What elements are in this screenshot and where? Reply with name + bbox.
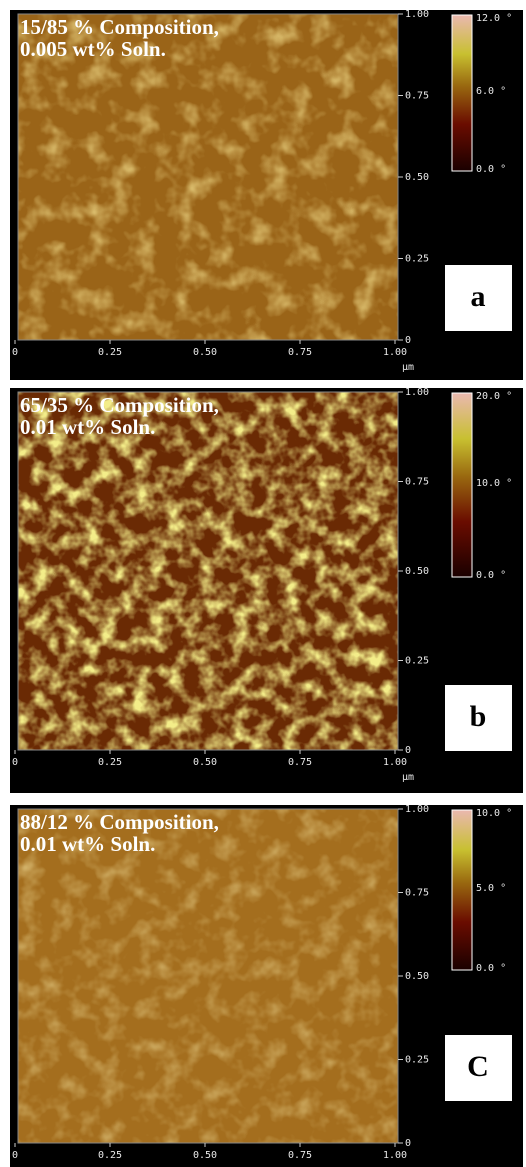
color-scale <box>452 810 472 970</box>
scale-label: 6.0 ° <box>476 86 506 97</box>
scale-label: 0.0 ° <box>476 164 506 175</box>
x-unit: µm <box>402 772 414 783</box>
y-tick-label: 0.75 <box>405 888 429 899</box>
y-tick-label: 1.00 <box>405 804 429 815</box>
x-tick-label: 0.25 <box>98 1150 122 1161</box>
y-tick-label: 0 <box>405 1138 411 1149</box>
panel-letter: b <box>470 700 487 733</box>
panel-letter: a <box>471 280 486 313</box>
scale-label: 20.0 ° <box>476 391 512 402</box>
panel-letter: C <box>467 1050 489 1083</box>
y-tick-label: 1.00 <box>405 387 429 398</box>
afm-texture <box>18 809 398 1143</box>
panel-title: 0.01 wt% Soln. <box>20 415 155 439</box>
x-tick-label: 0.75 <box>288 347 312 358</box>
x-tick-label: 0.25 <box>98 757 122 768</box>
y-tick-label: 0.25 <box>405 1055 429 1066</box>
y-tick-label: 0.75 <box>405 477 429 488</box>
scale-label: 10.0 ° <box>476 478 512 489</box>
x-tick-label: 1.00 <box>383 1150 407 1161</box>
y-tick-label: 0 <box>405 335 411 346</box>
y-tick-label: 1.00 <box>405 9 429 20</box>
x-tick-label: 0 <box>12 757 18 768</box>
x-tick-label: 1.00 <box>383 757 407 768</box>
x-tick-label: 0 <box>12 347 18 358</box>
y-tick-label: 0.50 <box>405 971 429 982</box>
afm-panel: 15/85 % Composition,0.005 wt% Soln. 0 0.25… <box>10 9 523 380</box>
scale-label: 0.0 ° <box>476 963 506 974</box>
afm-texture <box>18 392 398 750</box>
y-tick-label: 0.25 <box>405 656 429 667</box>
panel-title: 0.01 wt% Soln. <box>20 832 155 856</box>
panel-title: 65/35 % Composition, <box>20 393 219 417</box>
y-tick-label: 0.50 <box>405 172 429 183</box>
panel-title: 0.005 wt% Soln. <box>20 37 166 61</box>
x-tick-label: 0.50 <box>193 347 217 358</box>
scale-label: 0.0 ° <box>476 570 506 581</box>
x-tick-label: 0.25 <box>98 347 122 358</box>
y-tick-label: 0 <box>405 745 411 756</box>
color-scale <box>452 15 472 171</box>
panel-title: 88/12 % Composition, <box>20 810 219 834</box>
y-tick-label: 0.50 <box>405 566 429 577</box>
scale-label: 10.0 ° <box>476 808 512 819</box>
y-tick-label: 0.75 <box>405 91 429 102</box>
x-tick-label: 1.00 <box>383 347 407 358</box>
scale-label: 12.0 ° <box>476 13 512 24</box>
afm-texture <box>18 14 398 340</box>
x-tick-label: 0.50 <box>193 1150 217 1161</box>
x-tick-label: 0.75 <box>288 1150 312 1161</box>
figure: 15/85 % Composition,0.005 wt% Soln. 0 0.25… <box>0 0 526 1167</box>
x-tick-label: 0.75 <box>288 757 312 768</box>
x-unit: µm <box>402 362 414 373</box>
afm-panel: 88/12 % Composition,0.01 wt% Soln. 0 0.25 0… <box>10 804 523 1167</box>
page: {"panels": [ {"title": ["15/85 % Composi… <box>0 0 526 1167</box>
panel-title: 15/85 % Composition, <box>20 15 219 39</box>
x-tick-label: 0.50 <box>193 757 217 768</box>
scale-label: 5.0 ° <box>476 883 506 894</box>
x-tick-label: 0 <box>12 1150 18 1161</box>
y-tick-label: 0.25 <box>405 254 429 265</box>
afm-panel: 65/35 % Composition,0.01 wt% Soln. 0 0.25 0… <box>10 387 523 793</box>
color-scale <box>452 393 472 577</box>
